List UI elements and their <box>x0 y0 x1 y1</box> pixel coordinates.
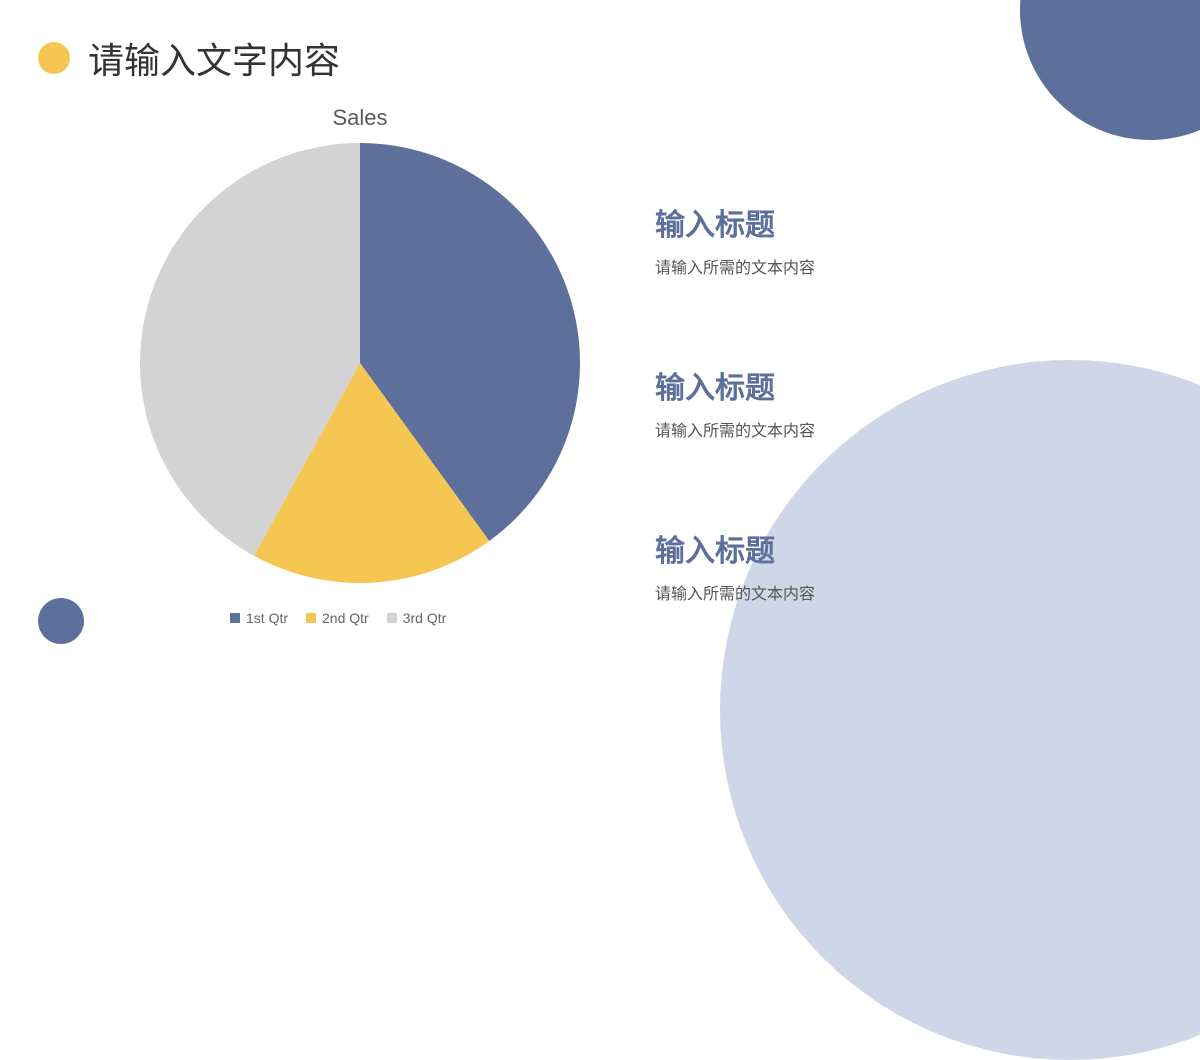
text-block-subtitle: 请输入所需的文本内容 <box>655 580 815 604</box>
legend-label: 1st Qtr <box>246 610 288 626</box>
chart-title: Sales <box>140 105 580 131</box>
text-block-title: 输入标题 <box>655 526 815 570</box>
decoration-circle-top-right <box>1020 0 1200 140</box>
decoration-circle-bottom-left <box>38 598 84 644</box>
legend-swatch <box>230 613 240 623</box>
legend-swatch <box>306 613 316 623</box>
page-title: 请输入文字内容 <box>88 32 340 84</box>
chart-area: Sales <box>140 105 580 583</box>
text-block-title: 输入标题 <box>655 200 815 244</box>
header: 请输入文字内容 <box>38 32 340 84</box>
chart-legend: 1st Qtr 2nd Qtr 3rd Qtr <box>230 610 446 626</box>
legend-label: 3rd Qtr <box>403 610 447 626</box>
text-block: 输入标题请输入所需的文本内容 <box>655 526 815 604</box>
text-block-subtitle: 请输入所需的文本内容 <box>655 417 815 441</box>
legend-item: 3rd Qtr <box>387 610 447 626</box>
legend-label: 2nd Qtr <box>322 610 369 626</box>
text-blocks: 输入标题请输入所需的文本内容输入标题请输入所需的文本内容输入标题请输入所需的文本… <box>655 200 815 604</box>
text-block-subtitle: 请输入所需的文本内容 <box>655 254 815 278</box>
legend-item: 1st Qtr <box>230 610 288 626</box>
header-bullet-icon <box>38 42 70 74</box>
text-block-title: 输入标题 <box>655 363 815 407</box>
pie-chart <box>140 143 580 583</box>
legend-item: 2nd Qtr <box>306 610 369 626</box>
text-block: 输入标题请输入所需的文本内容 <box>655 363 815 441</box>
text-block: 输入标题请输入所需的文本内容 <box>655 200 815 278</box>
legend-swatch <box>387 613 397 623</box>
